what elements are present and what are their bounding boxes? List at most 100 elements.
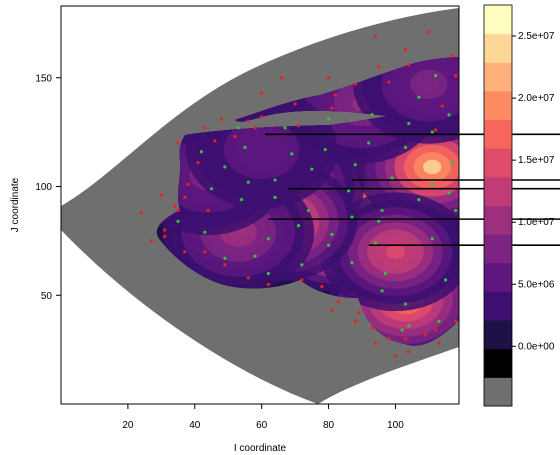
sample-point-red-30 [213, 139, 217, 143]
sample-point-red-40 [370, 326, 374, 330]
colorbar-tick-label-2: 1.0e+07 [518, 217, 555, 228]
sample-point-green-28 [296, 224, 301, 228]
sample-point-red-43 [423, 332, 428, 337]
sample-point-green-40 [373, 241, 377, 245]
sample-point-green-24 [176, 219, 180, 223]
sample-point-red-56 [293, 102, 297, 106]
sample-point-green-31 [383, 271, 388, 276]
sample-point-red-41 [387, 337, 391, 341]
sample-point-red-37 [320, 284, 324, 289]
colorbar-segment-12 [484, 33, 512, 63]
sample-point-red-25 [373, 34, 377, 39]
sample-point-red-20 [433, 128, 438, 132]
sample-point-red-48 [393, 354, 398, 358]
hotspot-6 [319, 192, 460, 312]
plot-frame [60, 5, 460, 405]
sample-point-red-1 [149, 239, 153, 243]
y-axis: 50 100 150 [35, 73, 61, 302]
sample-point-green-27 [266, 237, 270, 241]
sample-point-red-46 [433, 328, 438, 332]
sample-point-green-21 [199, 150, 204, 154]
sample-point-red-19 [440, 104, 444, 108]
sample-point-red-34 [246, 276, 250, 280]
hotspot-layer [156, 57, 460, 346]
sample-point-green-26 [223, 256, 227, 260]
sample-point-red-15 [387, 80, 391, 84]
sample-point-red-52 [183, 250, 187, 254]
sample-point-red-7 [196, 160, 200, 165]
sample-point-red-14 [333, 93, 337, 97]
sample-point-green-13 [417, 197, 421, 202]
sample-point-red-26 [280, 76, 284, 80]
sample-point-green-52 [283, 126, 287, 130]
colorbar-ticks: 0.0e+00 5.0e+06 1.0e+07 1.5e+07 2.0e+07 2.5e+… [512, 31, 555, 352]
sample-point-green-45 [266, 271, 270, 276]
sample-point-red-6 [186, 182, 190, 186]
sample-point-green-4 [407, 121, 411, 126]
x-tick-label-60: 60 [256, 420, 268, 431]
y-tick-label-150: 150 [35, 73, 52, 84]
sample-point-green-9 [430, 130, 434, 134]
sample-point-green-47 [300, 263, 304, 267]
sample-point-green-14 [380, 208, 384, 213]
sample-point-red-47 [407, 350, 411, 354]
sample-point-red-28 [253, 126, 257, 130]
sample-point-red-33 [223, 263, 227, 267]
sample-point-red-8 [176, 141, 180, 145]
sample-point-red-42 [403, 337, 408, 341]
sample-point-green-20 [243, 145, 247, 149]
sample-point-green-36 [444, 278, 448, 282]
sample-point-red-12 [260, 115, 264, 119]
colorbar-tick-label-3: 1.5e+07 [518, 155, 555, 166]
sample-point-green-34 [437, 319, 441, 323]
sample-point-green-43 [290, 152, 294, 156]
sample-point-red-27 [260, 91, 264, 95]
sample-point-red-29 [233, 134, 237, 139]
sample-point-red-44 [437, 341, 441, 345]
colorbar-segment-2 [484, 320, 512, 350]
sample-point-red-45 [454, 319, 458, 323]
y-tick-label-100: 100 [35, 182, 52, 193]
sample-point-red-9 [203, 126, 207, 130]
sample-point-red-22 [353, 82, 357, 86]
sample-point-green-8 [403, 145, 408, 149]
y-axis-title: J coordinate [10, 177, 21, 232]
sample-point-green-16 [306, 208, 311, 213]
sample-points [139, 30, 458, 358]
sample-point-green-30 [350, 261, 354, 265]
sample-point-red-32 [203, 250, 207, 254]
colorbar-segment-9 [484, 119, 512, 149]
x-tick-label-40: 40 [189, 420, 201, 431]
sample-point-green-6 [326, 117, 331, 121]
sample-point-red-24 [427, 30, 431, 34]
colorbar-segment-10 [484, 90, 512, 121]
sample-point-green-33 [403, 302, 408, 306]
sample-point-green-32 [380, 289, 384, 293]
sample-point-red-16 [407, 63, 411, 67]
sample-point-green-18 [246, 180, 250, 184]
x-tick-label-20: 20 [122, 420, 134, 431]
sample-point-green-23 [240, 197, 244, 202]
sample-point-green-54 [377, 219, 381, 223]
colorbar-frame [483, 4, 513, 407]
sample-point-green-10 [390, 176, 394, 180]
colorbar-segment-5 [484, 234, 512, 264]
sample-point-red-38 [330, 308, 334, 313]
sample-point-red-54 [159, 193, 163, 197]
colorbar-segment-4 [484, 262, 512, 292]
sample-point-green-48 [407, 324, 411, 328]
colorbar-segment-11 [484, 62, 512, 92]
sample-point-red-57 [326, 76, 331, 80]
sample-point-green-46 [253, 254, 257, 258]
sample-point-green-39 [330, 232, 334, 236]
sample-point-green-53 [236, 126, 240, 130]
sample-point-green-25 [203, 230, 207, 234]
sample-point-red-36 [300, 278, 304, 282]
sample-point-red-21 [330, 106, 334, 110]
colorbar-segment-1 [484, 348, 512, 378]
heatmap-field [61, 8, 460, 404]
sample-point-red-11 [246, 119, 250, 123]
x-axis: 20 40 60 80 100 [122, 404, 404, 431]
sample-point-red-17 [450, 54, 454, 58]
sample-point-red-5 [183, 195, 187, 199]
